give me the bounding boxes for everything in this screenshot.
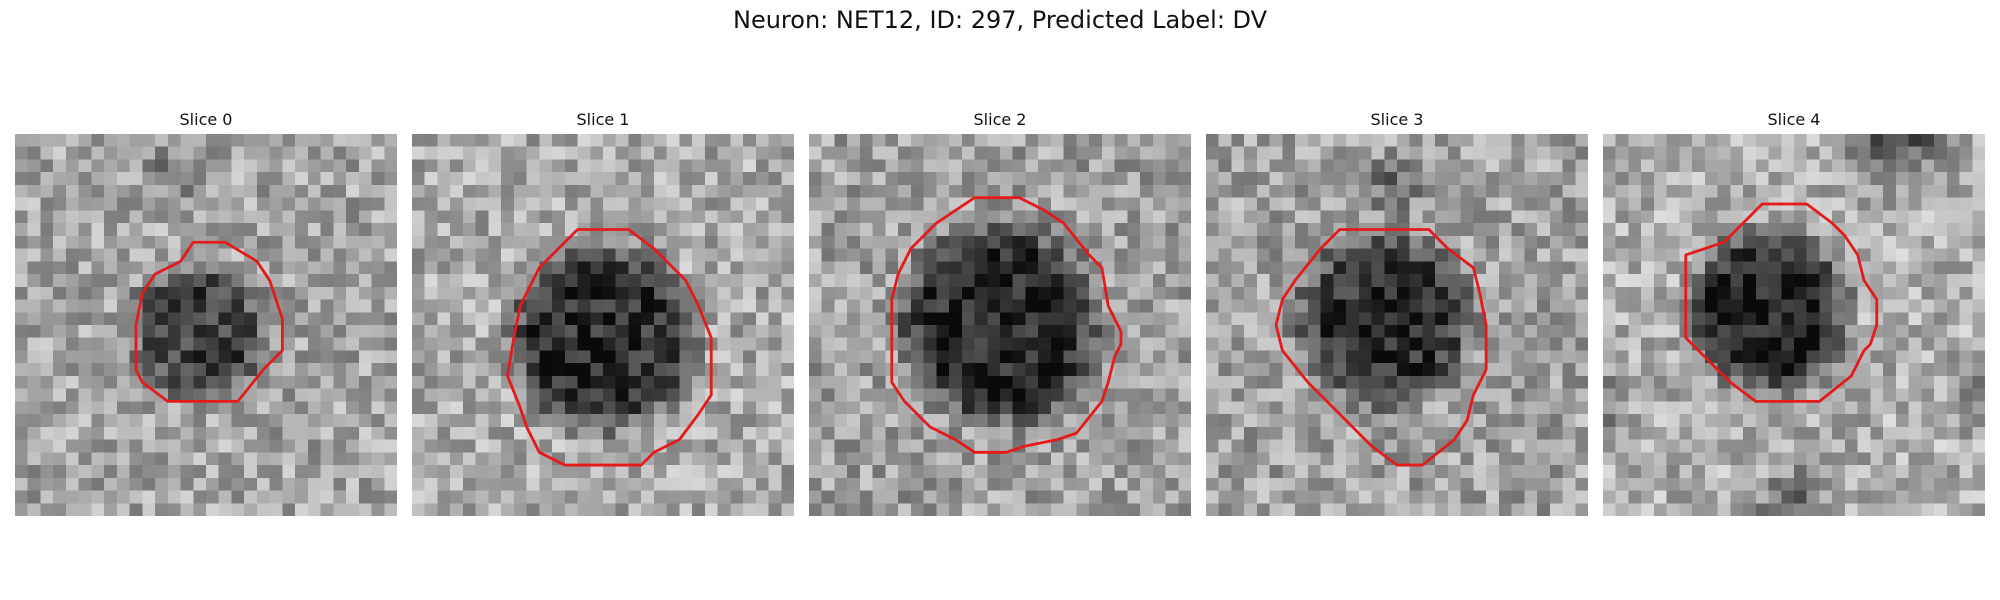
roi-contour-2	[890, 196, 1123, 454]
slice-panel-0: Slice 0	[15, 110, 397, 516]
figure-title: Neuron: NET12, ID: 297, Predicted Label:…	[732, 6, 1268, 34]
roi-contour-4	[1684, 202, 1879, 403]
slice-pixels-2	[809, 134, 1191, 516]
roi-contour-1	[506, 228, 713, 467]
slice-title-2: Slice 2	[973, 110, 1027, 129]
roi-contour-0	[134, 240, 284, 403]
slice-title-4: Slice 4	[1767, 110, 1821, 129]
slice-image-2	[809, 134, 1191, 516]
slice-panel-2: Slice 2	[809, 110, 1191, 516]
slice-pixels-0	[15, 134, 397, 516]
slice-panel-4: Slice 4	[1603, 110, 1985, 516]
slice-panel-1: Slice 1	[412, 110, 794, 516]
slice-title-0: Slice 0	[179, 110, 233, 129]
slice-image-1	[412, 134, 794, 516]
slice-image-3	[1206, 134, 1588, 516]
slice-pixels-3	[1206, 134, 1588, 516]
slice-panel-3: Slice 3	[1206, 110, 1588, 516]
slice-image-0	[15, 134, 397, 516]
roi-contour-3	[1274, 228, 1488, 467]
slice-image-4	[1603, 134, 1985, 516]
slice-title-1: Slice 1	[576, 110, 630, 129]
slice-pixels-1	[412, 134, 794, 516]
slice-title-3: Slice 3	[1370, 110, 1424, 129]
slice-pixels-4	[1603, 134, 1985, 516]
